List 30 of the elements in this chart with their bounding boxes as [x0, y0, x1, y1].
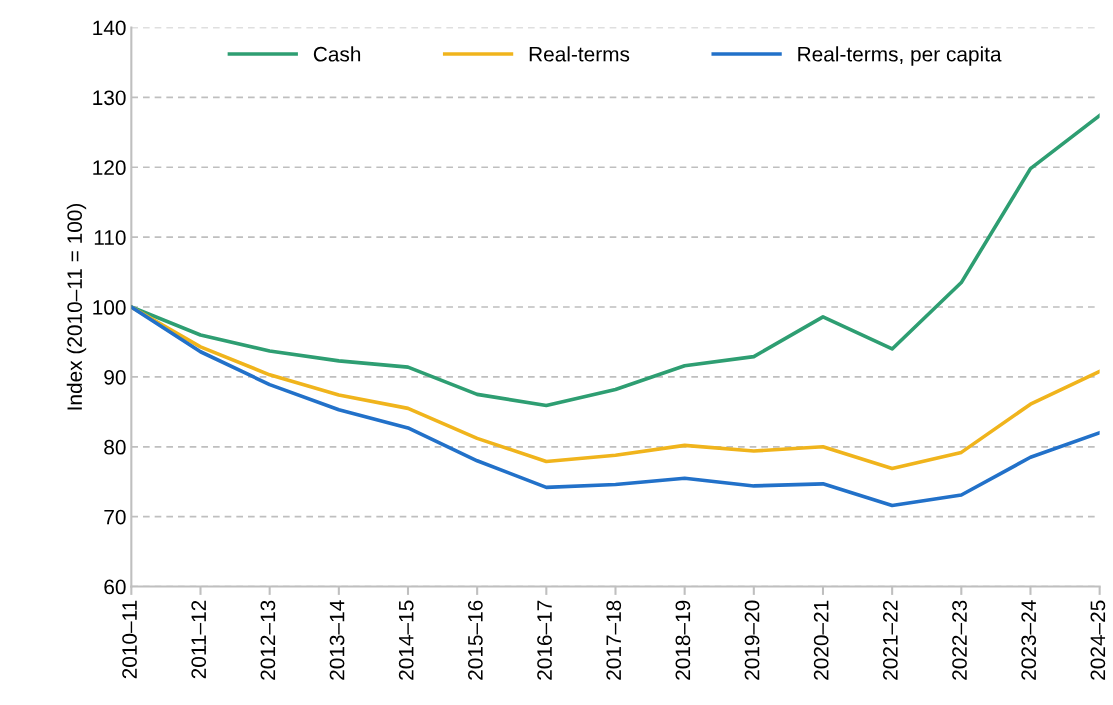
x-tick-label: 2011–12	[191, 600, 207, 679]
x-tick-label: 2023–24	[1021, 600, 1037, 680]
x-tick-label: 2017–18	[606, 600, 622, 680]
y-axis-title: Index (2010–11 = 100)	[66, 203, 87, 410]
y-tick-label: 140	[93, 20, 126, 36]
x-tick-label: 2018–19	[675, 600, 691, 680]
x-tick-label: 2014–15	[398, 600, 414, 680]
y-tick-label: 100	[93, 300, 126, 315]
y-tick-label: 70	[104, 509, 126, 525]
x-tick-label: 2021–22	[882, 600, 898, 680]
legend-label: Cash	[313, 46, 361, 62]
x-tick-label: 2019–20	[744, 600, 760, 680]
y-tick-label: 60	[104, 579, 126, 595]
x-tick-label: 2022–23	[952, 600, 967, 680]
y-tick-label: 90	[104, 369, 126, 385]
y-tick-label: 80	[104, 439, 126, 455]
legend-label: Real-terms, per capita	[798, 46, 1002, 66]
line-series	[131, 113, 1100, 408]
x-tick-label: 2015–16	[468, 600, 483, 680]
x-tick-label: 2020–21	[813, 600, 829, 680]
x-tick-label: 2013–14	[329, 600, 345, 680]
x-tick-label: 2010–11	[122, 600, 137, 679]
legend-label: Real-terms	[529, 46, 630, 62]
x-tick-label: 2012–13	[260, 600, 276, 680]
y-tick-label: 120	[93, 160, 126, 176]
line-series	[131, 305, 1100, 508]
y-tick-label: 130	[93, 90, 126, 106]
y-tick-label: 110	[94, 230, 126, 245]
x-tick-label: 2024–25	[1090, 600, 1106, 680]
x-tick-label: 2016–17	[537, 600, 552, 680]
